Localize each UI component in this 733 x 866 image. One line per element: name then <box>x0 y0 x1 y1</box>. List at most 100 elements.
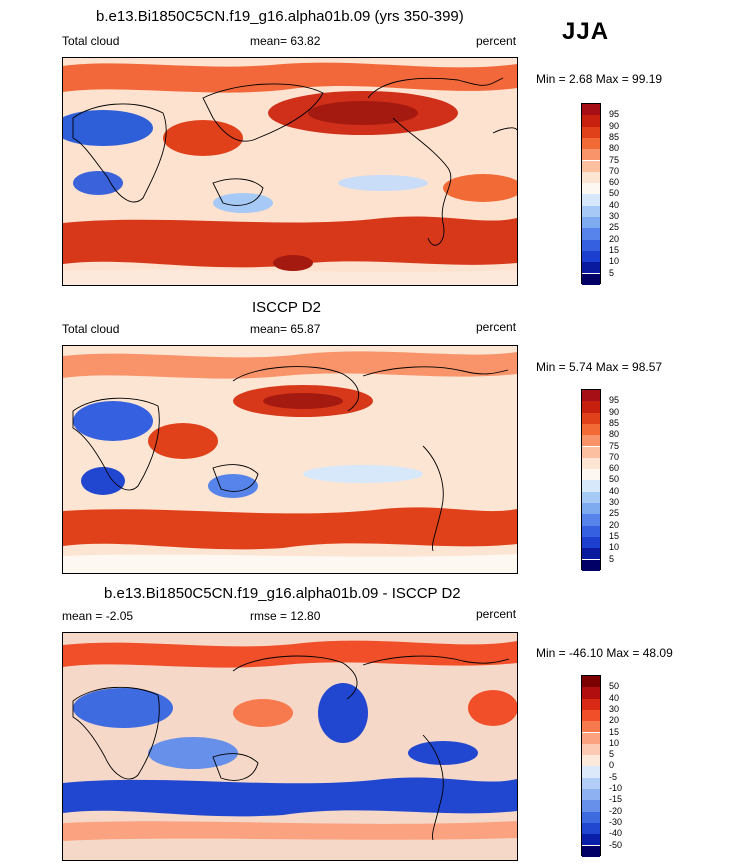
colorbar-tick-label: 60 <box>609 177 620 188</box>
colorbar-segment <box>582 390 600 402</box>
colorbar-segment <box>582 709 600 722</box>
colorbar-segment <box>582 732 600 744</box>
coastline <box>202 83 324 142</box>
colorbar-tick-label: 20 <box>609 715 620 726</box>
colorbar-segment <box>582 721 600 733</box>
colorbar-tick-label: 10 <box>609 256 620 267</box>
heat-band <box>63 216 517 268</box>
heat-band <box>63 507 517 550</box>
colorbar-segment <box>582 800 600 812</box>
colorbar-tick-label: 25 <box>609 222 620 233</box>
heat-patch <box>338 175 428 191</box>
colorbar-tick-label: 80 <box>609 143 620 154</box>
colorbar-tick-label: -50 <box>609 839 623 850</box>
colorbar-segment <box>582 423 600 436</box>
colorbar-segment <box>582 503 600 515</box>
colorbar-tick-label: 70 <box>609 451 620 462</box>
panel3-colorbar: 50 40 30 20 15 10 5 0 -5 -10 -15 -20 -30 -40 -50 <box>581 675 622 857</box>
colorbar-tick-label: 40 <box>609 485 620 496</box>
panel1-units-label: percent <box>476 34 517 48</box>
colorbar-tick-label: 30 <box>609 703 620 714</box>
colorbar-tick-label: 15 <box>609 530 620 541</box>
colorbar-segment <box>582 845 600 857</box>
colorbar-segment <box>582 457 600 470</box>
coastline <box>72 397 160 491</box>
colorbar-segment <box>582 137 600 150</box>
colorbar-tick-label: 70 <box>609 165 620 176</box>
heat-band <box>63 821 517 841</box>
colorbar-segment <box>582 446 600 458</box>
panel2-colorbar: 95 90 85 80 75 70 60 50 40 30 25 20 15 10 5 <box>581 389 619 571</box>
heat-patch <box>81 467 125 495</box>
colorbar-tick-label: 95 <box>609 109 620 120</box>
heat-patch <box>213 193 273 213</box>
colorbar-tick-label: 75 <box>609 440 620 451</box>
heat-patch <box>208 474 258 498</box>
heat-band <box>63 62 517 93</box>
colorbar-segment <box>582 183 600 195</box>
heat-patch <box>443 174 517 202</box>
heat-patch <box>308 101 418 125</box>
panel2-variable-label: Total cloud <box>62 322 120 336</box>
coastline <box>212 464 259 492</box>
coastline <box>367 77 504 99</box>
heat-patch <box>163 120 243 156</box>
colorbar-tick-label: 90 <box>609 406 620 417</box>
colorbar-segment <box>582 822 600 835</box>
panel2-title: ISCCP D2 <box>252 299 321 316</box>
panel1-title: b.e13.Bi1850C5CN.f19_g16.alpha01b.09 (yr… <box>96 8 464 25</box>
panel2-units-label: percent <box>476 320 517 334</box>
colorbar-segment <box>582 548 600 560</box>
colorbar-tick-label: -30 <box>609 816 623 827</box>
colorbar-tick-label: 50 <box>609 474 620 485</box>
heat-patch <box>408 741 478 765</box>
colorbar-tick-label: 85 <box>609 417 620 428</box>
colorbar-tick-label: -20 <box>609 805 623 816</box>
colorbar-segment <box>582 789 600 801</box>
panel1-variable-label: Total cloud <box>62 34 120 48</box>
coastline <box>72 103 167 203</box>
coastline <box>362 655 510 666</box>
panel3-map <box>62 632 518 861</box>
colorbar-segment <box>582 811 600 823</box>
panel2-minmax-label: Min = 5.74 Max = 98.57 <box>536 360 663 374</box>
panel3-minmax-label: Min = -46.10 Max = 48.09 <box>536 646 673 660</box>
panel1-minmax-label: Min = 2.68 Max = 99.19 <box>536 72 663 86</box>
panel1-colorbar: 95 90 85 80 75 70 60 50 40 30 25 20 15 10 5 <box>581 103 619 285</box>
colorbar-tick-label: -40 <box>609 828 623 839</box>
coastlines <box>72 77 517 246</box>
colorbar-tick-label: 5 <box>609 749 615 760</box>
colorbar-tick-label: 10 <box>609 737 620 748</box>
colorbar-segment <box>582 536 600 549</box>
colorbar-segment <box>582 766 600 778</box>
heat-patch <box>318 683 368 743</box>
colorbar-segment <box>582 525 600 537</box>
heat-patch <box>233 699 293 727</box>
colorbar-tick-label: 30 <box>609 497 620 507</box>
heat-band <box>63 640 517 668</box>
heat-band <box>63 269 517 285</box>
colorbar-segment <box>582 194 600 206</box>
colorbar-segment <box>582 480 600 492</box>
colorbar-tick-label: -10 <box>609 783 623 793</box>
colorbar-segment <box>582 250 600 263</box>
heat-patch <box>273 255 313 271</box>
colorbar-tick-label: 0 <box>609 760 615 771</box>
coastline <box>72 686 160 780</box>
colorbar-tick-label: 10 <box>609 542 620 553</box>
panel1-map-svg <box>63 58 517 285</box>
coastline <box>362 366 509 377</box>
colorbar-tick-label: 25 <box>609 508 620 519</box>
heat-patch <box>148 737 238 769</box>
colorbar-segment <box>582 401 600 413</box>
coastline <box>422 445 444 552</box>
colorbar-frame <box>581 675 601 857</box>
panel3-rmse-label: rmse = 12.80 <box>250 609 321 623</box>
colorbar-segment <box>582 171 600 184</box>
colorbar-frame <box>581 103 601 285</box>
heat-patch <box>73 688 173 728</box>
colorbar-tick-label: 40 <box>609 199 620 210</box>
colorbar-tick-label: 60 <box>609 463 620 474</box>
heat-patch <box>303 465 423 483</box>
heat-band <box>63 554 517 573</box>
